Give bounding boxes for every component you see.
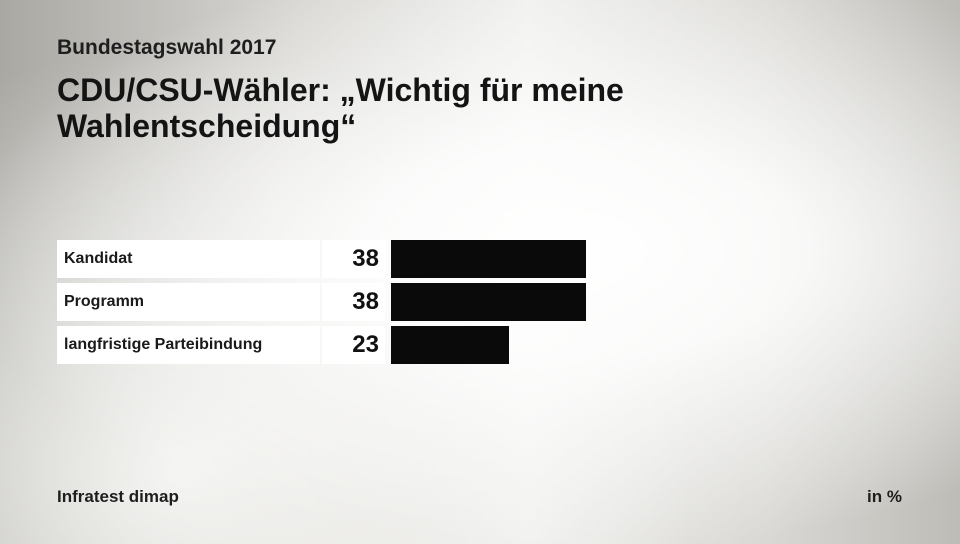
chart-title: CDU/CSU-Wähler: „Wichtig für meine Wahle… [57, 72, 624, 144]
category-label: Programm [64, 293, 145, 310]
bar [391, 240, 586, 278]
unit-label: in % [867, 487, 902, 506]
category-label-box: langfristige Parteibindung [57, 326, 320, 364]
chart-supertitle: Bundestagswahl 2017 [57, 36, 277, 59]
value-label-box: 38 [322, 283, 385, 321]
category-label-box: Programm [57, 283, 320, 321]
bar [391, 326, 509, 364]
source-label: Infratest dimap [57, 487, 179, 506]
category-label: langfristige Parteibindung [64, 336, 263, 353]
value-label: 38 [352, 245, 379, 272]
value-label-box: 23 [322, 326, 385, 364]
category-label-box: Kandidat [57, 240, 320, 278]
bar [391, 283, 586, 321]
value-label: 23 [352, 331, 379, 358]
value-label: 38 [352, 288, 379, 315]
category-label: Kandidat [64, 250, 133, 267]
value-label-box: 38 [322, 240, 385, 278]
